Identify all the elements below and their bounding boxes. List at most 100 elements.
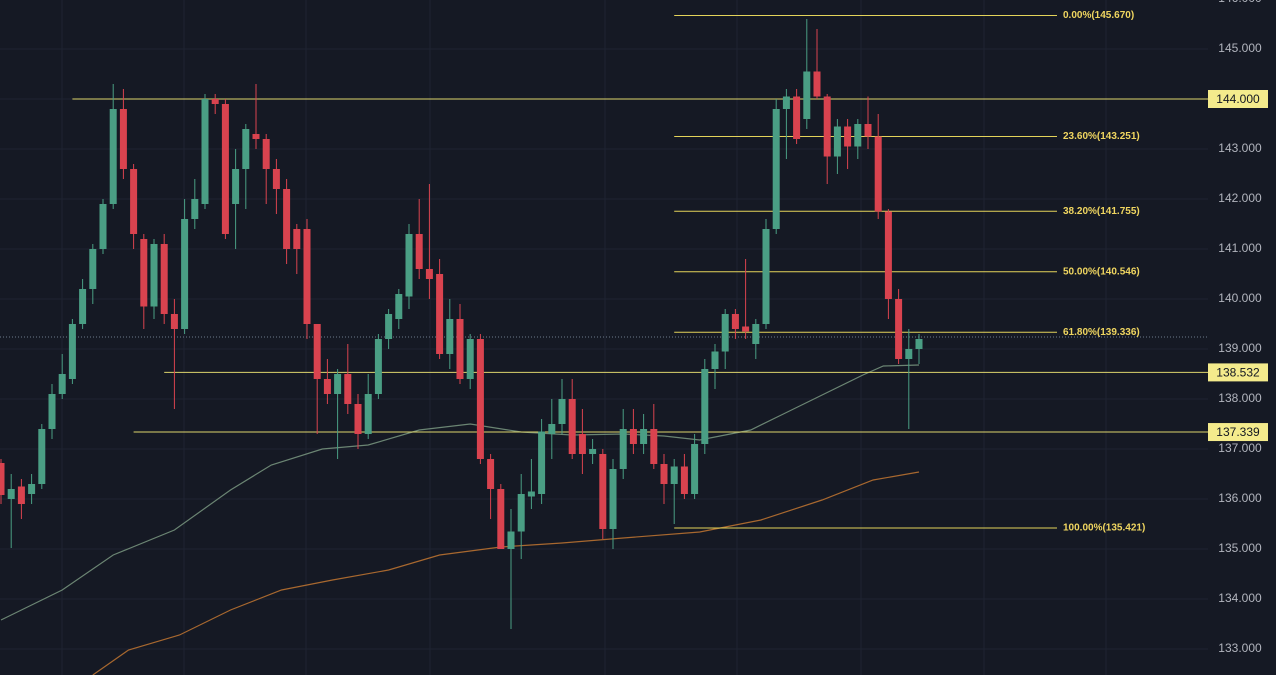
candle-body (823, 96, 831, 157)
candle-body (507, 531, 515, 549)
candle-body (374, 339, 382, 394)
candle-body (79, 289, 87, 324)
candle-body (548, 424, 556, 434)
candle-body (476, 339, 484, 459)
candle-body (854, 124, 862, 147)
candle-body (895, 299, 903, 359)
candle-body (568, 399, 576, 454)
candle-body (28, 484, 36, 494)
candle-body (119, 109, 127, 169)
price-label-box (1208, 90, 1268, 108)
candle-body (691, 444, 699, 494)
y-tick-label: 138.000 (1218, 391, 1262, 405)
candle-body (191, 199, 199, 219)
fib-label: 61.80%(139.336) (1063, 327, 1140, 338)
y-tick-label: 146.000 (1218, 0, 1262, 5)
candle-body (833, 126, 841, 157)
y-tick-label: 140.000 (1218, 291, 1262, 305)
candle-body (701, 369, 709, 444)
candle-body (130, 169, 138, 234)
candle-body (864, 124, 872, 137)
candle-body (293, 229, 301, 249)
price-label: 138.532 (1216, 366, 1260, 380)
candle-body (874, 136, 882, 212)
candle-body (395, 294, 403, 319)
fib-label: 100.00%(135.421) (1063, 523, 1145, 534)
candle-body (619, 429, 627, 469)
candle-body (385, 314, 393, 339)
candle-body (599, 454, 607, 529)
candle-body (38, 429, 46, 484)
candle-body (905, 349, 913, 359)
y-tick-label: 143.000 (1218, 141, 1262, 155)
y-tick-label: 139.000 (1218, 341, 1262, 355)
candle-body (221, 104, 229, 234)
price-label-box (1208, 423, 1268, 442)
y-tick-label: 145.000 (1218, 41, 1262, 55)
candle-body (334, 374, 342, 394)
candle-body (742, 326, 750, 332)
candle-body (731, 314, 739, 329)
candle-body (517, 494, 525, 532)
candle-body (17, 486, 25, 504)
y-tick-label: 134.000 (1218, 591, 1262, 605)
candle-body (89, 249, 97, 289)
candle-body (578, 434, 586, 454)
candle-body (466, 339, 474, 379)
fib-label: 23.60%(143.251) (1063, 131, 1140, 142)
candle-body (48, 394, 56, 429)
candle-body (313, 324, 321, 379)
fib-label: 50.00%(140.546) (1063, 266, 1140, 277)
candle-body (844, 126, 852, 147)
candle-body (303, 229, 311, 324)
candle-body (283, 189, 291, 249)
fib-label: 0.00%(145.670) (1063, 10, 1134, 21)
price-label: 144.000 (1216, 92, 1260, 106)
candle-body (497, 489, 505, 549)
candle-body (272, 169, 280, 189)
candle-body (884, 211, 892, 299)
candle-body (487, 459, 495, 489)
candle-body (140, 239, 148, 307)
candle-body (670, 466, 678, 484)
candle-body (109, 109, 117, 204)
moving-average (92, 471, 920, 675)
y-tick-label: 137.000 (1218, 441, 1262, 455)
y-tick-label: 141.000 (1218, 241, 1262, 255)
candle-body (650, 429, 658, 464)
candle-body (813, 71, 821, 97)
candle-body (425, 269, 433, 279)
y-tick-label: 136.000 (1218, 491, 1262, 505)
candle-body (629, 429, 637, 444)
candle-body (150, 244, 158, 307)
candle-body (262, 139, 270, 169)
candle-body (782, 96, 790, 109)
candle-body (436, 274, 444, 354)
candle-body (558, 399, 566, 424)
candle-body (711, 351, 719, 369)
candle-body (762, 229, 770, 324)
candle-body (772, 109, 780, 229)
candle-body (527, 491, 535, 497)
candle-body (721, 314, 729, 352)
candle-body (99, 204, 107, 249)
candle-body (364, 394, 372, 434)
candle-body (793, 96, 801, 139)
fib-label: 38.20%(141.755) (1063, 206, 1140, 217)
candle-body (160, 244, 168, 314)
candle-body (68, 324, 76, 379)
candle-body (211, 99, 219, 104)
candle-body (242, 129, 250, 169)
candle-body (640, 429, 648, 444)
candle-body (0, 463, 5, 495)
candle-body (752, 324, 760, 344)
y-tick-label: 133.000 (1218, 641, 1262, 655)
candle-body (609, 469, 617, 529)
candle-body (915, 339, 923, 349)
candle-body (803, 71, 811, 119)
candle-body (660, 464, 668, 484)
candle-body (201, 99, 209, 204)
candle-body (538, 431, 546, 494)
